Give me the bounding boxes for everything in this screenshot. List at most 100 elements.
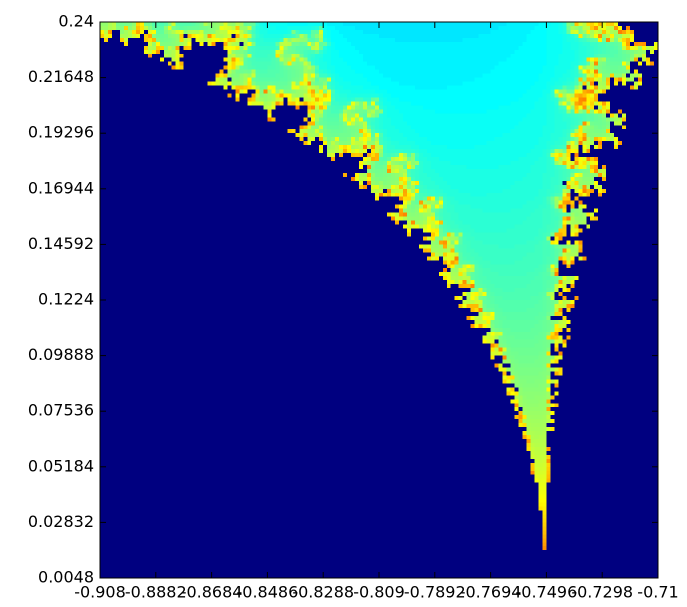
pixel xyxy=(602,34,606,38)
pixel xyxy=(152,86,156,90)
pixel xyxy=(650,42,654,46)
pixel xyxy=(554,22,558,26)
pixel xyxy=(459,46,463,50)
pixel xyxy=(399,90,403,94)
pixel xyxy=(331,54,335,58)
pixel xyxy=(534,54,538,58)
pixel xyxy=(483,34,487,38)
pixel xyxy=(455,58,459,62)
pixel xyxy=(511,66,515,70)
pixel xyxy=(562,46,566,50)
pixel xyxy=(622,66,626,70)
pixel xyxy=(411,86,415,90)
pixel xyxy=(228,22,232,26)
pixel xyxy=(487,62,491,66)
pixel xyxy=(519,58,523,62)
pixel xyxy=(467,46,471,50)
pixel xyxy=(327,70,331,74)
pixel xyxy=(136,70,140,74)
pixel xyxy=(395,38,399,42)
pixel xyxy=(507,62,511,66)
pixel xyxy=(168,54,172,58)
pixel xyxy=(287,74,291,78)
pixel xyxy=(267,22,271,26)
pixel xyxy=(180,54,184,58)
pixel xyxy=(483,58,487,62)
pixel xyxy=(614,66,618,70)
pixel xyxy=(319,58,323,62)
pixel xyxy=(136,78,140,82)
pixel xyxy=(251,62,255,66)
pixel xyxy=(128,34,132,38)
pixel xyxy=(487,54,491,58)
pixel xyxy=(176,78,180,82)
pixel xyxy=(570,34,574,38)
pixel xyxy=(172,46,176,50)
pixel xyxy=(267,30,271,34)
pixel xyxy=(319,70,323,74)
pixel xyxy=(550,34,554,38)
pixel xyxy=(538,34,542,38)
pixel xyxy=(519,50,523,54)
pixel xyxy=(315,78,319,82)
pixel xyxy=(423,26,427,30)
pixel xyxy=(642,34,646,38)
pixel xyxy=(642,46,646,50)
pixel xyxy=(160,82,164,86)
pixel xyxy=(475,38,479,42)
pixel xyxy=(491,58,495,62)
pixel xyxy=(275,70,279,74)
pixel xyxy=(140,54,144,58)
pixel xyxy=(188,34,192,38)
pixel xyxy=(136,46,140,50)
pixel xyxy=(236,42,240,46)
pixel xyxy=(351,66,355,70)
pixel xyxy=(507,86,511,90)
pixel xyxy=(279,90,283,94)
pixel xyxy=(168,86,172,90)
pixel xyxy=(435,66,439,70)
pixel xyxy=(152,30,156,34)
pixel xyxy=(475,46,479,50)
pixel xyxy=(335,26,339,30)
pixel xyxy=(236,26,240,30)
pixel xyxy=(646,26,650,30)
pixel xyxy=(327,82,331,86)
pixel xyxy=(295,86,299,90)
pixel xyxy=(630,62,634,66)
pixel xyxy=(403,66,407,70)
pixel xyxy=(503,78,507,82)
pixel xyxy=(236,82,240,86)
pixel xyxy=(224,58,228,62)
pixel xyxy=(287,70,291,74)
pixel xyxy=(156,90,160,94)
pixel xyxy=(487,66,491,70)
pixel xyxy=(243,34,247,38)
pixel xyxy=(343,82,347,86)
pixel xyxy=(522,66,526,70)
pixel xyxy=(136,26,140,30)
pixel xyxy=(614,42,618,46)
pixel xyxy=(204,46,208,50)
pixel xyxy=(180,42,184,46)
pixel xyxy=(136,42,140,46)
pixel xyxy=(578,50,582,54)
pixel xyxy=(172,82,176,86)
pixel xyxy=(499,50,503,54)
pixel xyxy=(630,34,634,38)
pixel xyxy=(610,58,614,62)
pixel xyxy=(391,46,395,50)
pixel xyxy=(216,62,220,66)
pixel xyxy=(566,30,570,34)
pixel xyxy=(291,34,295,38)
pixel xyxy=(307,46,311,50)
pixel xyxy=(164,70,168,74)
pixel xyxy=(176,86,180,90)
pixel xyxy=(451,82,455,86)
pixel xyxy=(606,74,610,78)
pixel xyxy=(451,70,455,74)
pixel xyxy=(251,74,255,78)
pixel xyxy=(271,62,275,66)
pixel xyxy=(164,78,168,82)
pixel xyxy=(363,74,367,78)
